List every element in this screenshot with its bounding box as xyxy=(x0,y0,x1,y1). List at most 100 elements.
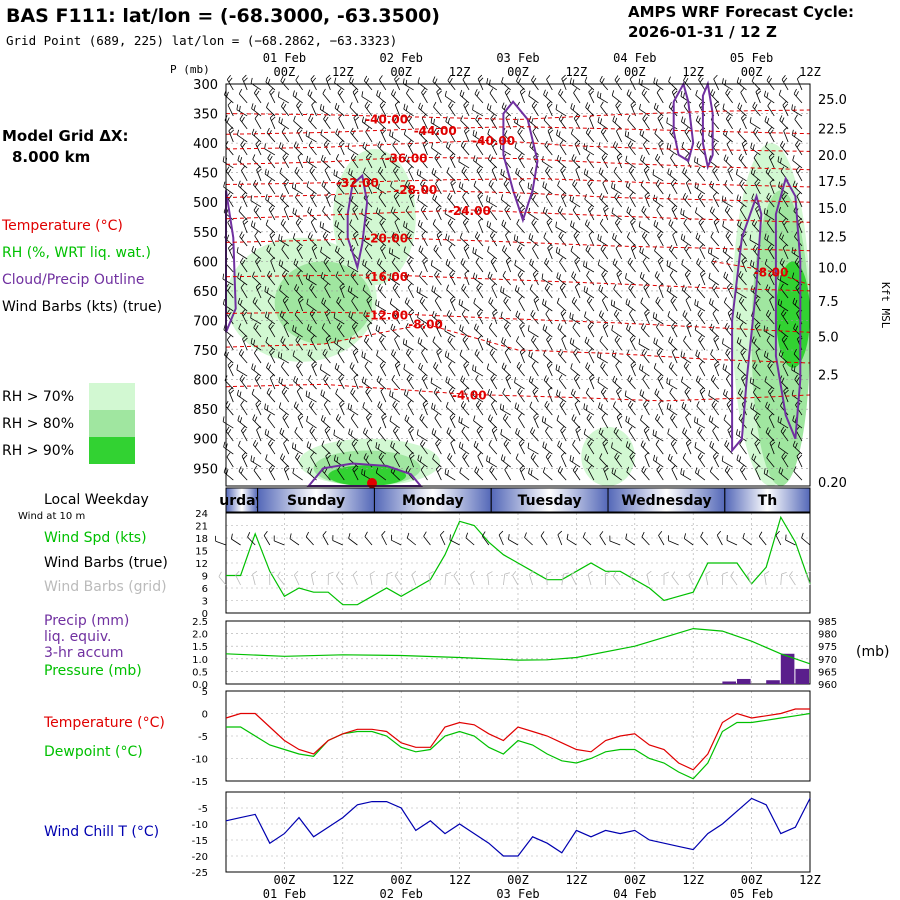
wind-barb xyxy=(293,401,303,416)
pressure-tick-label: 550 xyxy=(193,226,218,241)
wind-barb xyxy=(555,364,567,377)
wind-barb xyxy=(558,374,567,390)
wind-barb xyxy=(311,360,317,377)
wind-barb xyxy=(643,283,650,299)
wind-barb xyxy=(560,191,567,208)
kft-tick-label: 12.5 xyxy=(818,231,847,246)
wind-barb xyxy=(408,191,415,208)
wind-barb xyxy=(264,286,276,299)
wind-barb xyxy=(377,401,387,416)
wind-barb xyxy=(768,269,775,286)
grid-wind-barb xyxy=(269,571,275,586)
surface-wind-barb xyxy=(305,531,314,546)
wind-barb xyxy=(348,428,359,442)
wind-barb xyxy=(667,428,678,442)
wind-barb xyxy=(376,350,387,364)
wind-barb xyxy=(793,466,803,481)
wind-barb xyxy=(641,88,650,104)
temperature-panel: -15 -10 -5 0 5 xyxy=(192,687,811,788)
y-tick-label: 24 xyxy=(195,509,208,520)
wind-barb xyxy=(656,465,664,481)
wind-barb xyxy=(777,273,789,286)
pressure-unit-label: (mb) xyxy=(856,644,889,660)
wind-barb xyxy=(306,155,317,169)
wind-barb xyxy=(685,178,692,195)
wind-barb xyxy=(543,89,553,104)
wind-barb xyxy=(461,166,470,182)
wind-barb xyxy=(420,465,428,481)
wind-barb xyxy=(264,168,276,182)
wind-barb xyxy=(710,231,720,247)
grid-wind-barb xyxy=(764,571,770,586)
wind-barb xyxy=(238,349,248,364)
wind-barb xyxy=(389,415,400,429)
wind-barb xyxy=(599,336,609,351)
y-tick-label: 12 xyxy=(195,559,208,570)
grid-wind-barb xyxy=(570,570,577,586)
wind-barb xyxy=(458,156,470,169)
wind-barb xyxy=(352,465,359,481)
grid-wind-barb xyxy=(705,570,711,586)
temperature-contour xyxy=(712,260,811,286)
wind-barb xyxy=(669,387,678,403)
surface-wind-barb xyxy=(742,532,752,546)
wind-barb xyxy=(528,233,539,247)
wind-barb xyxy=(681,376,692,390)
wind-barb xyxy=(653,454,664,468)
wind-barb xyxy=(708,415,719,429)
wind-barb xyxy=(697,192,706,208)
wind-barb xyxy=(569,455,581,468)
wind-barb xyxy=(514,142,525,156)
wind-barb xyxy=(446,310,456,325)
wind-barb xyxy=(450,438,456,455)
wind-barb xyxy=(557,206,567,221)
wind-barb xyxy=(654,128,664,143)
wind-barb xyxy=(709,323,720,338)
wind-barb xyxy=(278,116,290,130)
wind-barb xyxy=(542,441,553,455)
wind-barb xyxy=(297,412,304,429)
wind-barb xyxy=(611,207,622,221)
wind-barb xyxy=(405,205,414,221)
wind-barb xyxy=(295,75,303,91)
wind-barb xyxy=(251,128,262,143)
wind-barb xyxy=(737,102,747,117)
wind-barb xyxy=(519,464,526,481)
wind-barb xyxy=(308,257,317,273)
wind-barb xyxy=(668,76,678,91)
wind-barb xyxy=(721,455,733,468)
wind-barb xyxy=(778,441,789,455)
wind-barb xyxy=(653,194,664,208)
time-tick-label-bottom: 12Z xyxy=(449,873,471,887)
wind-barb xyxy=(585,245,595,260)
wind-barb xyxy=(292,350,303,364)
wind-barb xyxy=(464,386,470,403)
wind-barb xyxy=(612,401,622,416)
wind-barb xyxy=(336,439,345,455)
wind-barb xyxy=(740,87,747,104)
wind-barb xyxy=(420,205,428,221)
wind-barb xyxy=(407,257,414,273)
wind-barb xyxy=(226,75,234,91)
surface-wind-barb xyxy=(406,532,417,546)
wind-barb xyxy=(240,140,248,156)
wind-barb xyxy=(543,349,553,364)
wind-barb xyxy=(616,412,623,429)
wind-barb xyxy=(408,165,414,182)
wind-barb xyxy=(361,91,373,104)
temperature-line xyxy=(225,708,810,771)
wind-barb xyxy=(305,390,317,403)
y-tick-label: 0 xyxy=(202,710,208,721)
wind-barb xyxy=(500,454,511,468)
wind-barb xyxy=(639,103,650,117)
wind-barb xyxy=(306,181,317,195)
wind-barb xyxy=(546,335,553,351)
wind-barb xyxy=(600,101,609,117)
wind-barb xyxy=(514,259,525,273)
wind-barb xyxy=(250,195,262,208)
wind-barb xyxy=(643,400,650,416)
wind-barb xyxy=(710,374,720,390)
wind-barb xyxy=(419,413,428,429)
wind-barb xyxy=(545,192,553,208)
wind-barb xyxy=(418,362,428,377)
